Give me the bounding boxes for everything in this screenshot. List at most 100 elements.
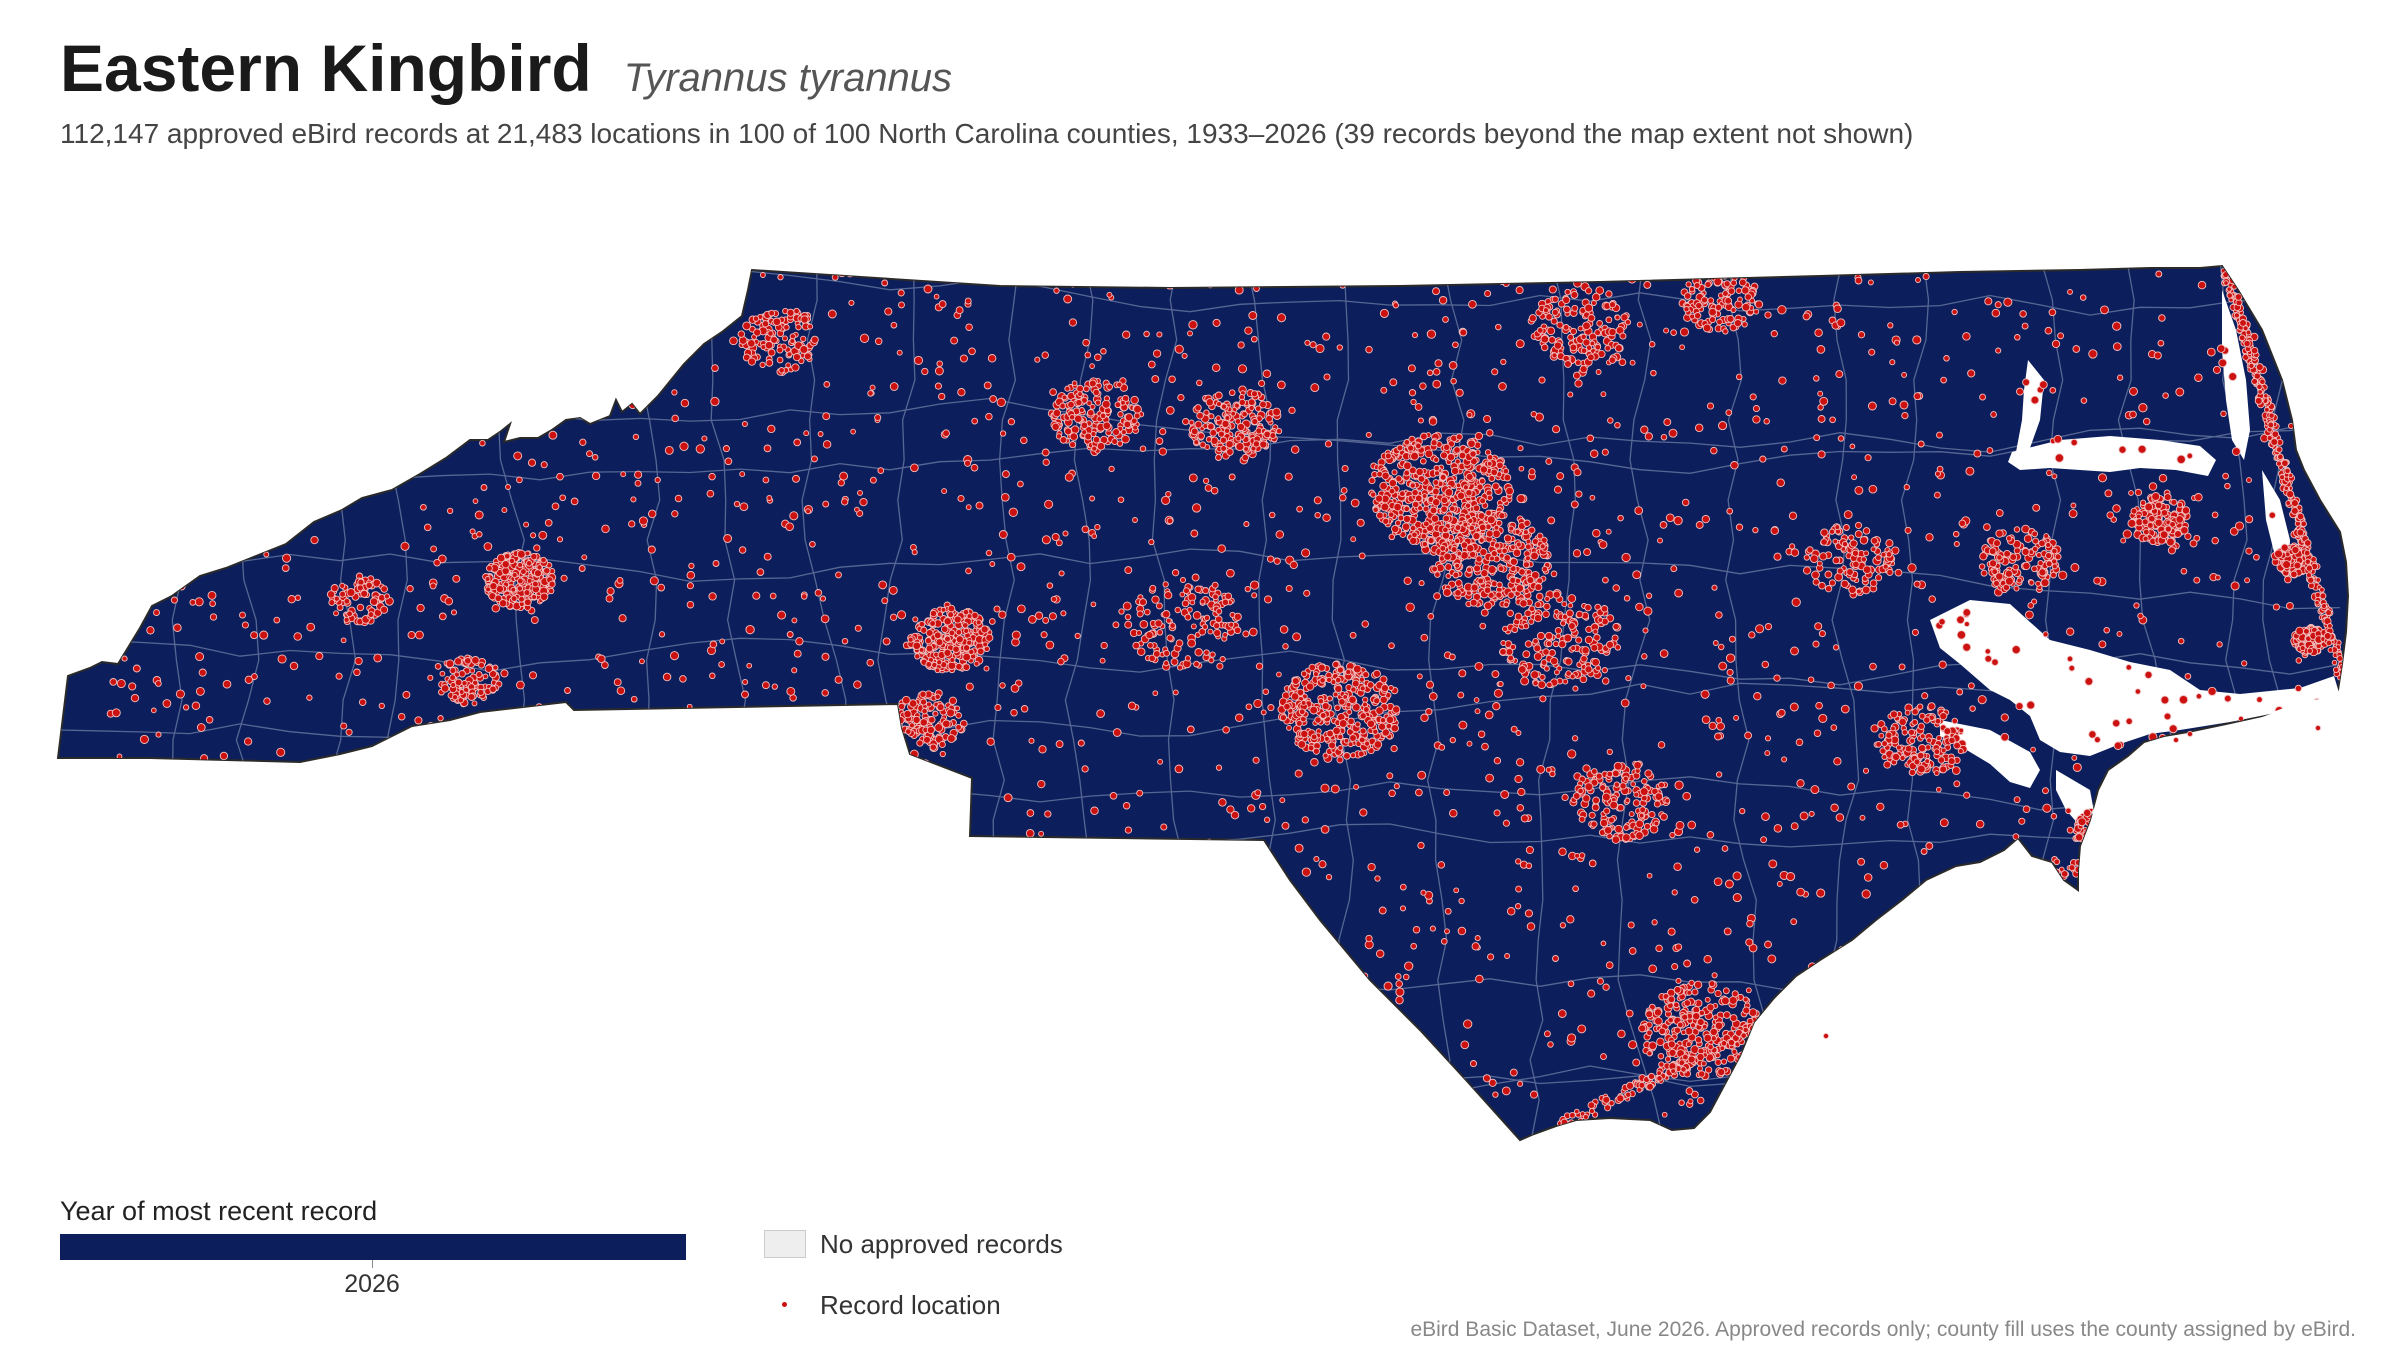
record-point (1493, 542, 1501, 549)
record-point (244, 1097, 252, 1105)
record-point (2320, 870, 2327, 877)
record-point (1711, 972, 1718, 979)
record-point (1185, 947, 1193, 955)
record-point (118, 357, 126, 365)
record-point (2286, 987, 2296, 996)
record-point (1958, 519, 1967, 528)
record-point (758, 742, 768, 752)
record-point (1457, 691, 1465, 699)
record-point (1718, 421, 1728, 431)
record-point (414, 716, 423, 725)
record-point (1730, 461, 1739, 470)
record-point (996, 397, 1006, 407)
record-point (936, 1052, 946, 1062)
record-point (2205, 740, 2213, 749)
record-point (1177, 393, 1185, 402)
record-point (721, 922, 730, 931)
record-point (1795, 738, 1804, 747)
record-point (2112, 504, 2121, 513)
record-point (888, 585, 898, 595)
record-point (2106, 511, 2114, 519)
record-point (1291, 677, 1300, 685)
record-point (1313, 496, 1322, 505)
record-point (155, 680, 162, 687)
record-point (1645, 592, 1653, 599)
record-point (1432, 379, 1442, 389)
record-point (1656, 1037, 1665, 1047)
record-point (1516, 494, 1526, 504)
record-point (1070, 425, 1080, 434)
record-point (792, 474, 800, 483)
record-point (1076, 935, 1085, 944)
record-point (428, 301, 437, 311)
record-point (1433, 464, 1441, 472)
record-point (562, 349, 570, 357)
record-point (2339, 978, 2347, 985)
record-point (535, 703, 543, 711)
record-point (1605, 290, 1613, 298)
record-point (2183, 792, 2190, 799)
record-point (94, 776, 104, 785)
record-point (1570, 500, 1579, 509)
record-point (1112, 928, 1120, 936)
record-point (1780, 445, 1788, 453)
record-point (1770, 330, 1778, 338)
record-point (128, 784, 136, 793)
record-point (472, 498, 479, 504)
record-point (84, 809, 91, 816)
record-point (1796, 887, 1805, 897)
record-point (2039, 380, 2048, 390)
record-point (360, 313, 368, 321)
record-point (263, 697, 271, 705)
record-point (1226, 568, 1235, 578)
record-point (2208, 768, 2217, 777)
record-point (1217, 544, 1226, 553)
record-point (1349, 734, 1357, 742)
record-point (475, 734, 484, 743)
record-point (1657, 537, 1663, 544)
record-point (485, 564, 493, 572)
record-point (1284, 472, 1293, 481)
record-point (1443, 552, 1452, 561)
record-point (1404, 961, 1414, 971)
record-point (1901, 411, 1909, 420)
record-point (1301, 867, 1312, 877)
record-point (1319, 677, 1326, 684)
record-point (1667, 1016, 1674, 1024)
record-point (93, 498, 102, 507)
record-point (2244, 577, 2251, 584)
record-point (1388, 789, 1396, 798)
record-point (2126, 907, 2134, 915)
record-point (1428, 417, 1438, 426)
record-point (953, 615, 962, 624)
record-point (218, 409, 227, 418)
record-point (834, 915, 843, 924)
record-point (1458, 897, 1465, 905)
record-point (1732, 871, 1742, 881)
record-point (737, 1124, 747, 1134)
record-point (934, 382, 942, 390)
record-point (130, 1067, 139, 1076)
record-point (1864, 454, 1872, 462)
record-point (1468, 524, 1476, 532)
record-point (1724, 879, 1734, 889)
record-point (353, 668, 361, 677)
record-point (1186, 725, 1195, 734)
record-point (1828, 962, 1835, 970)
record-point (795, 637, 804, 646)
record-point (1230, 952, 1237, 960)
record-point (1214, 391, 1223, 400)
record-point (2059, 968, 2067, 977)
record-point (1262, 369, 1272, 379)
record-point (1059, 436, 1068, 444)
record-point (1633, 761, 1642, 770)
record-point (2317, 277, 2325, 285)
record-point (229, 519, 238, 528)
record-point (1559, 922, 1567, 929)
record-point (1260, 709, 1267, 716)
record-point (1947, 1020, 1954, 1027)
record-point (159, 431, 167, 440)
record-point (445, 333, 453, 340)
record-point (578, 565, 586, 572)
